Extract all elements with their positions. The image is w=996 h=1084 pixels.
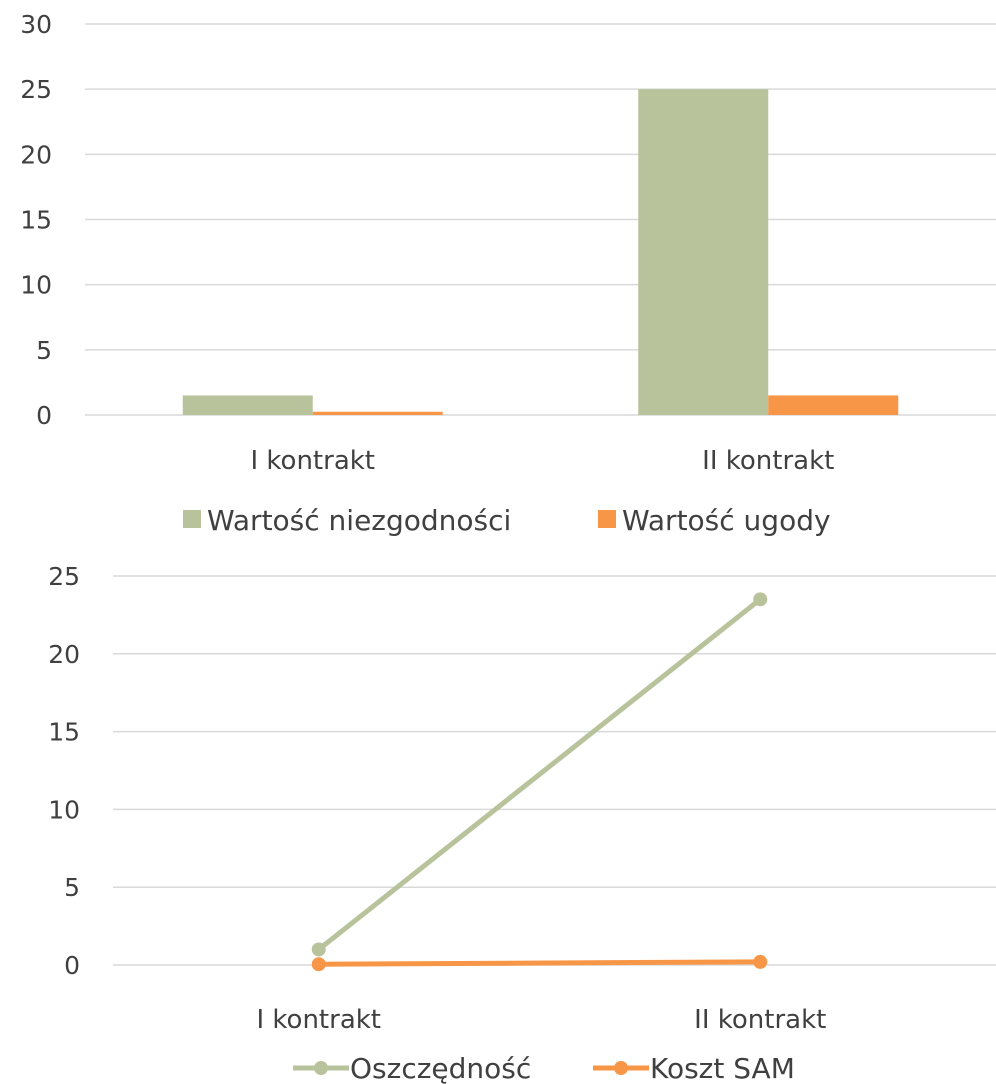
line-point-0-1 [753,592,768,607]
line-series-1 [318,959,761,967]
bar-chart-category-label: II kontrakt [702,446,834,476]
line-chart-legend-label: Oszczędność [350,1052,531,1084]
line-chart-y-tick-label: 15 [48,718,80,747]
line-chart-y-tick-label: 25 [48,562,80,591]
bar-0-1 [312,411,443,415]
line-chart-legend-marker [614,1061,628,1075]
bar-chart-legend-label: Wartość ugody [622,504,831,537]
bar-chart-y-tick-label: 20 [20,140,52,169]
line-chart-y-tick-label: 5 [64,873,80,902]
bar-1-0 [638,89,769,416]
bar-chart-y-tick-label: 0 [36,401,52,430]
line-point-1-0 [311,957,326,972]
bar-chart-legend-label: Wartość niezgodności [207,504,511,537]
line-chart-category-label: I kontrakt [256,1005,381,1035]
line-point-1-1 [753,954,768,969]
line-chart-legend-marker [314,1061,328,1075]
bar-chart-y-tick-label: 5 [36,336,52,365]
bar-chart-category-label: I kontrakt [250,446,375,476]
bar-chart-y-tick-label: 25 [20,75,52,104]
line-chart-legend-label: Koszt SAM [650,1052,795,1084]
line-chart-y-tick-label: 10 [48,795,80,824]
bar-chart-legend-swatch [598,510,616,528]
bar-1-1 [768,395,899,415]
bar-chart-legend-swatch [183,510,201,528]
line-point-0-0 [311,942,326,957]
line-series-0 [317,597,762,952]
bar-chart-y-tick-label: 30 [20,10,52,39]
line-chart-y-tick-label: 0 [64,951,80,980]
bar-chart-y-tick-label: 15 [20,206,52,235]
bar-chart-y-tick-label: 10 [20,271,52,300]
line-chart-category-label: II kontrakt [694,1005,826,1035]
line-chart-y-tick-label: 20 [48,640,80,669]
bar-0-0 [182,395,313,415]
